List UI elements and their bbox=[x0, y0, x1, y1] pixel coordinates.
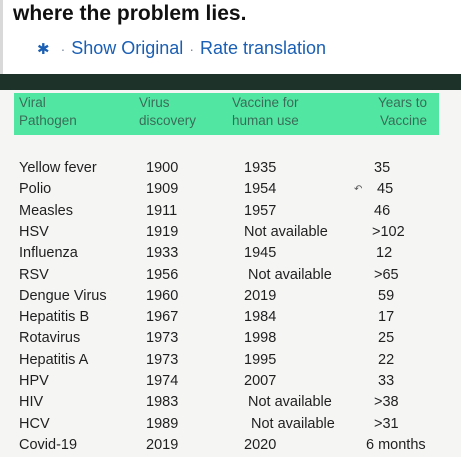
cell-years: >31 bbox=[374, 415, 399, 432]
table-header-band bbox=[14, 93, 439, 135]
cell-pathogen: Influenza bbox=[19, 245, 78, 262]
cell-years: 12 bbox=[376, 245, 393, 262]
cell-discovery: 1909 bbox=[146, 181, 179, 198]
cell-pathogen: Polio bbox=[19, 181, 52, 198]
image-top-border bbox=[0, 74, 461, 90]
cell-discovery: 1956 bbox=[146, 266, 179, 283]
post-text: where the problem lies. bbox=[13, 2, 247, 25]
vaccine-table-image: Viral Pathogen Virus discovery Vaccine f… bbox=[0, 90, 461, 457]
cell-vaccine: 2020 bbox=[244, 436, 277, 453]
cell-discovery: 1983 bbox=[146, 394, 179, 411]
cell-years: 6 months bbox=[366, 436, 426, 453]
cell-years: 46 bbox=[374, 202, 391, 219]
show-original-link[interactable]: Show Original bbox=[71, 38, 184, 58]
cell-pathogen: Rotavirus bbox=[19, 330, 81, 347]
cell-discovery: 1974 bbox=[146, 373, 179, 389]
cell-vaccine: 1984 bbox=[244, 309, 277, 326]
cell-discovery: 1960 bbox=[146, 287, 179, 304]
cell-years: 59 bbox=[378, 287, 395, 304]
cell-pathogen: HPV bbox=[19, 373, 49, 389]
cell-discovery: 1919 bbox=[146, 223, 179, 240]
cell-vaccine: 1945 bbox=[244, 245, 277, 262]
cell-years: >102 bbox=[372, 223, 405, 240]
gear-icon: ✱ bbox=[37, 40, 50, 58]
cell-vaccine: Not available bbox=[248, 266, 332, 283]
cell-pathogen: HSV bbox=[19, 223, 49, 240]
header-vaccine-for-human-use: Vaccine for human use bbox=[232, 95, 299, 128]
cell-pathogen: HCV bbox=[19, 415, 50, 432]
header-virus-discovery: Virus discovery bbox=[139, 95, 197, 128]
separator: · bbox=[189, 40, 194, 57]
table-row: HSV 1919 Not available >102 bbox=[0, 224, 461, 245]
table-row: Polio 1909 1954 45 bbox=[0, 181, 461, 202]
cell-years: 33 bbox=[378, 373, 395, 389]
translation-actions: ✱ · Show Original · Rate translation bbox=[37, 38, 326, 59]
cell-discovery: 1973 bbox=[146, 330, 179, 347]
cell-vaccine: 1957 bbox=[244, 202, 277, 219]
cell-vaccine: 1995 bbox=[244, 351, 277, 368]
cell-discovery: 1911 bbox=[146, 202, 178, 219]
cell-vaccine: 2019 bbox=[244, 287, 277, 304]
table-row: Hepatitis B 1967 1984 17 bbox=[0, 309, 461, 330]
table-row: HPV 1974 2007 33 bbox=[0, 373, 461, 394]
separator: · bbox=[60, 40, 66, 57]
cell-vaccine: 2007 bbox=[244, 373, 277, 389]
table-row: Hepatitis A 1973 1995 22 bbox=[0, 352, 461, 373]
table-row: HIV 1983 Not available >38 bbox=[0, 394, 461, 415]
cell-vaccine: 1935 bbox=[244, 160, 277, 176]
cell-discovery: 1973 bbox=[146, 351, 179, 368]
cell-years: >38 bbox=[374, 394, 399, 411]
cell-years: 22 bbox=[378, 351, 395, 368]
table-row: HCV 1989 Not available >31 bbox=[0, 416, 461, 437]
table-row: Dengue Virus 1960 2019 59 bbox=[0, 288, 461, 309]
header-years-to-vaccine: Years to Vaccine bbox=[378, 95, 428, 128]
cell-discovery: 1933 bbox=[146, 245, 179, 262]
cell-pathogen: Dengue Virus bbox=[19, 287, 107, 304]
table-row: Covid-19 2019 2020 6 months bbox=[0, 437, 461, 458]
header-viral-pathogen: Viral Pathogen bbox=[19, 95, 77, 128]
cell-pathogen: Yellow fever bbox=[19, 160, 97, 176]
table-row: Measles 1911 1957 46 bbox=[0, 203, 461, 224]
cell-pathogen: Covid-19 bbox=[19, 436, 78, 453]
cell-pathogen: Hepatitis B bbox=[19, 309, 90, 326]
cell-discovery: 1989 bbox=[146, 415, 179, 432]
cell-years: 35 bbox=[374, 160, 391, 176]
cell-pathogen: Hepatitis A bbox=[19, 351, 89, 368]
cell-years: >65 bbox=[374, 266, 399, 283]
cell-vaccine: Not available bbox=[244, 223, 328, 240]
cell-years: 45 bbox=[377, 181, 394, 198]
cursor-icon: ↶ bbox=[354, 184, 363, 195]
cell-discovery: 2019 bbox=[146, 436, 179, 453]
cell-vaccine: 1998 bbox=[244, 330, 277, 347]
table-row: Yellow fever 1900 1935 35 bbox=[0, 160, 461, 181]
cell-pathogen: RSV bbox=[19, 266, 49, 283]
table-row: RSV 1956 Not available >65 bbox=[0, 267, 461, 288]
table-row: Rotavirus 1973 1998 25 bbox=[0, 330, 461, 351]
cell-pathogen: Measles bbox=[19, 202, 73, 219]
rate-translation-link[interactable]: Rate translation bbox=[199, 38, 327, 58]
cell-vaccine: Not available bbox=[248, 394, 332, 411]
cell-vaccine: Not available bbox=[251, 415, 335, 432]
table-row: Influenza 1933 1945 12 bbox=[0, 245, 461, 266]
cell-discovery: 1900 bbox=[146, 160, 179, 176]
cell-vaccine: 1954 bbox=[244, 181, 277, 198]
cell-pathogen: HIV bbox=[19, 394, 44, 411]
cell-years: 17 bbox=[378, 309, 395, 326]
post-header: where the problem lies. ✱ · Show Origina… bbox=[0, 0, 461, 74]
cell-discovery: 1967 bbox=[146, 309, 179, 326]
cell-years: 25 bbox=[378, 330, 395, 347]
